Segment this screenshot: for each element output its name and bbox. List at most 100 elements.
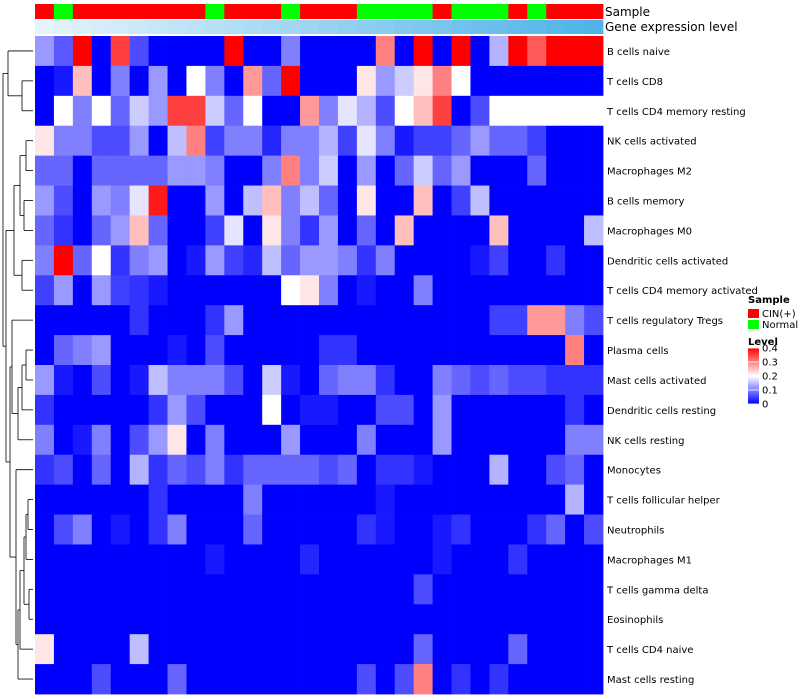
heatmap-cell bbox=[281, 95, 301, 127]
heatmap-cell bbox=[319, 305, 339, 336]
heatmap-cell bbox=[148, 634, 168, 665]
heatmap-cell bbox=[394, 335, 415, 366]
heatmap-cell bbox=[167, 484, 187, 515]
heatmap-cell bbox=[35, 275, 55, 306]
heatmap-cell bbox=[110, 305, 131, 336]
row-label: T cells CD4 naive bbox=[606, 645, 693, 656]
heatmap-cell bbox=[451, 514, 471, 545]
expression-level-cell bbox=[148, 20, 168, 34]
heatmap-cell bbox=[167, 634, 187, 665]
heatmap-cell bbox=[205, 185, 225, 216]
heatmap-cell bbox=[148, 275, 168, 306]
heatmap-cell bbox=[224, 185, 244, 216]
heatmap-cell bbox=[394, 544, 415, 575]
heatmap-cell bbox=[35, 245, 55, 276]
sample-annotation-cell bbox=[224, 4, 244, 19]
heatmap-cell bbox=[53, 335, 74, 366]
heatmap-cell bbox=[53, 155, 74, 186]
heatmap-cell bbox=[451, 574, 471, 605]
heatmap-cell bbox=[470, 155, 490, 186]
heatmap-cell bbox=[584, 664, 604, 695]
row-label: T cells gamma delta bbox=[606, 585, 708, 596]
heatmap-cell bbox=[375, 424, 396, 456]
heatmap-cell bbox=[489, 544, 509, 575]
expression-level-cell bbox=[129, 20, 149, 34]
heatmap-cell bbox=[375, 36, 396, 67]
row-label: T cells regulatory Tregs bbox=[606, 316, 723, 327]
heatmap-cell bbox=[489, 634, 509, 665]
heatmap-cell bbox=[72, 454, 93, 486]
heatmap-cell bbox=[508, 454, 528, 486]
heatmap-cell bbox=[224, 484, 244, 515]
heatmap-cell bbox=[243, 275, 263, 306]
heatmap-cell bbox=[53, 664, 74, 695]
expression-level-cell bbox=[432, 20, 452, 34]
heatmap-cell bbox=[451, 95, 471, 127]
heatmap-cell bbox=[262, 36, 282, 67]
heatmap-cell bbox=[394, 514, 415, 545]
heatmap-cell bbox=[356, 275, 377, 306]
heatmap-cell bbox=[91, 185, 112, 216]
expression-level-cell bbox=[186, 20, 206, 34]
sample-annotation-track bbox=[35, 4, 604, 19]
heatmap-cell bbox=[91, 604, 112, 635]
heatmap-cell bbox=[565, 664, 585, 695]
heatmap-cell bbox=[527, 365, 547, 396]
heatmap-cell bbox=[300, 484, 320, 515]
heatmap-cell bbox=[72, 394, 93, 426]
heatmap-cell bbox=[508, 36, 528, 67]
heatmap-cell bbox=[243, 65, 263, 97]
sample-annotation-cell bbox=[527, 4, 547, 19]
sample-annotation-cell bbox=[356, 4, 377, 19]
heatmap-cell bbox=[110, 155, 131, 186]
heatmap-cell bbox=[489, 424, 509, 456]
heatmap-cell bbox=[110, 664, 131, 695]
heatmap-cell bbox=[281, 305, 301, 336]
heatmap-cell bbox=[508, 245, 528, 276]
sample-annotation-cell bbox=[148, 4, 168, 19]
heatmap-cell bbox=[319, 155, 339, 186]
heatmap-cell bbox=[470, 454, 490, 486]
heatmap-cell bbox=[205, 365, 225, 396]
heatmap-cell bbox=[110, 125, 131, 157]
heatmap-cell bbox=[319, 424, 339, 456]
heatmap-cell bbox=[72, 424, 93, 456]
heatmap-cell bbox=[110, 365, 131, 396]
heatmap-cell bbox=[527, 454, 547, 486]
heatmap-cell bbox=[300, 155, 320, 186]
heatmap-cell bbox=[451, 245, 471, 276]
heatmap-cell bbox=[584, 275, 604, 306]
heatmap-cell bbox=[281, 125, 301, 157]
legend-level-tick-label: 0.1 bbox=[762, 386, 778, 397]
heatmap-cell bbox=[205, 574, 225, 605]
heatmap-cell bbox=[148, 394, 168, 426]
heatmap-cell bbox=[584, 36, 604, 67]
sample-annotation-cell bbox=[489, 4, 509, 19]
heatmap-cell bbox=[584, 574, 604, 605]
expression-level-cell bbox=[319, 20, 339, 34]
heatmap-cell bbox=[167, 574, 187, 605]
heatmap-cell bbox=[413, 95, 433, 127]
heatmap-cell bbox=[224, 335, 244, 366]
heatmap-cell bbox=[205, 95, 225, 127]
heatmap-cell bbox=[319, 454, 339, 486]
heatmap-cell bbox=[565, 394, 585, 426]
heatmap-cell bbox=[262, 424, 282, 456]
sample-annotation-cell bbox=[508, 4, 528, 19]
heatmap-cell bbox=[489, 65, 509, 97]
legend-cin-swatch bbox=[748, 309, 759, 318]
heatmap-cell bbox=[584, 215, 604, 246]
expression-level-cell bbox=[470, 20, 490, 34]
heatmap-cell bbox=[53, 394, 74, 426]
heatmap-cell bbox=[72, 305, 93, 336]
expression-level-cell bbox=[508, 20, 528, 34]
heatmap-cell bbox=[262, 335, 282, 366]
heatmap-cell bbox=[527, 574, 547, 605]
heatmap-cell bbox=[584, 604, 604, 635]
heatmap-cell bbox=[565, 454, 585, 486]
heatmap-cell bbox=[356, 125, 377, 157]
heatmap-cell bbox=[319, 125, 339, 157]
row-label: T cells follicular helper bbox=[606, 496, 721, 507]
heatmap-cell bbox=[413, 305, 433, 336]
